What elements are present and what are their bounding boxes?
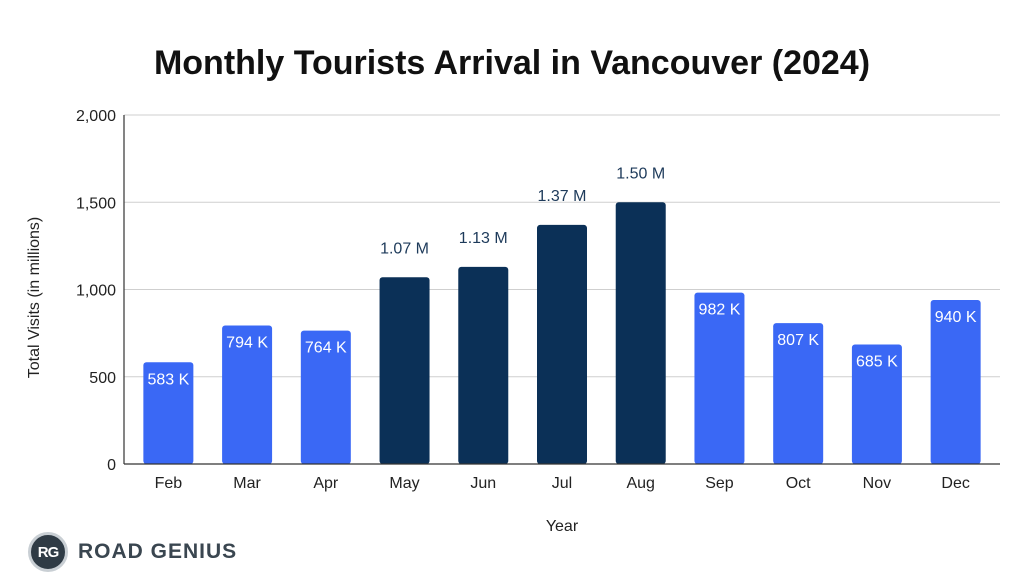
x-tick-label: Dec <box>941 475 969 492</box>
x-tick-label: Feb <box>155 475 183 492</box>
bar-jun <box>458 266 509 464</box>
data-label: 807 K <box>777 332 819 349</box>
x-tick-label: Aug <box>626 475 654 492</box>
bar-mar <box>222 325 273 464</box>
data-label: 764 K <box>305 340 347 357</box>
data-label: 1.13 M <box>459 230 508 247</box>
x-axis-title: Year <box>546 518 579 535</box>
y-tick-label: 1,000 <box>76 283 116 300</box>
road-genius-logo: RG ROAD GENIUS <box>28 530 237 574</box>
x-tick-label: Nov <box>863 475 891 492</box>
logo-text: ROAD GENIUS <box>78 540 238 563</box>
data-label: 1.37 M <box>538 188 587 205</box>
y-axis-title: Total Visits (in millions) <box>26 217 43 379</box>
x-tick-label: Jul <box>552 475 572 492</box>
bar-may <box>379 277 430 464</box>
x-tick-label: Jun <box>470 475 496 492</box>
data-label: 794 K <box>226 334 268 351</box>
bar-feb <box>143 362 194 464</box>
y-tick-label: 500 <box>89 370 116 387</box>
data-label: 685 K <box>856 353 898 370</box>
logo-badge-icon: RG <box>28 532 68 572</box>
x-tick-label: Sep <box>705 475 734 492</box>
data-label: 940 K <box>935 309 977 326</box>
data-label: 982 K <box>699 302 741 319</box>
bar-aug <box>615 202 666 464</box>
bar-oct <box>773 323 824 464</box>
bar-dec <box>930 299 981 464</box>
x-tick-label: Oct <box>786 475 811 492</box>
x-tick-label: May <box>389 475 419 492</box>
x-tick-label: Mar <box>233 475 261 492</box>
bar-apr <box>300 330 351 464</box>
bar-sep <box>694 292 745 464</box>
y-tick-label: 0 <box>107 457 116 474</box>
chart-title: Monthly Tourists Arrival in Vancouver (2… <box>153 44 871 82</box>
data-label: 1.07 M <box>380 240 429 257</box>
data-label: 583 K <box>147 371 189 388</box>
bar-nov <box>851 344 902 464</box>
bar-jul <box>537 224 587 464</box>
data-label: 1.50 M <box>616 165 665 182</box>
y-tick-label: 2,000 <box>76 108 116 125</box>
y-tick-label: 1,500 <box>76 195 116 212</box>
x-tick-label: Apr <box>313 475 339 492</box>
